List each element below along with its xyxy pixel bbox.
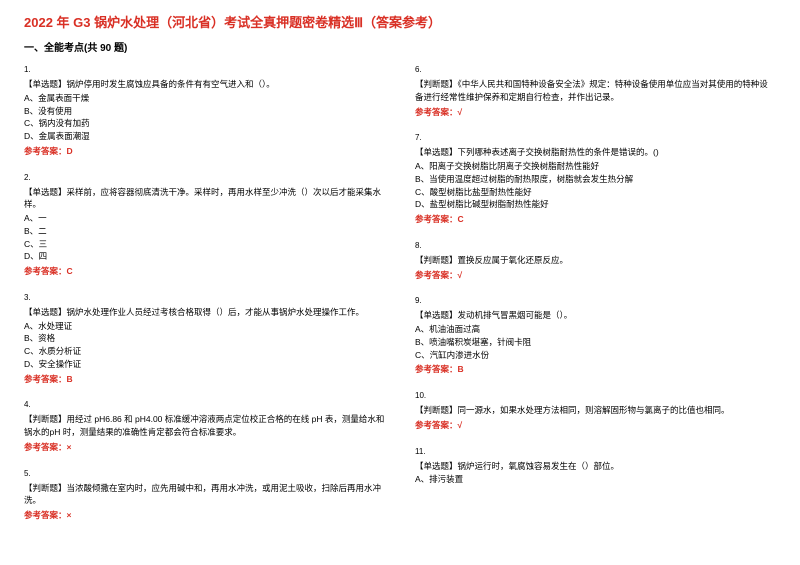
answer-label: 参考答案：B (415, 363, 776, 376)
question: 9. 【单选题】发动机排气冒黑烟可能是（）。A、机油油面过高B、喷油嘴积炭堪塞，针… (415, 295, 776, 376)
question-option: A、水处理证 (24, 320, 385, 333)
question: 3. 【单选题】锅炉水处理作业人员经过考核合格取得（）后，才能从事锅炉水处理操作工… (24, 292, 385, 386)
question-option: A、机油油面过高 (415, 323, 776, 336)
question: 5. 【判断题】当浓酸倾撒在室内时，应先用碱中和，再用水冲洗，或用泥土吸收，扫除后… (24, 468, 385, 522)
question-number: 4. (24, 399, 385, 411)
question-number: 8. (415, 240, 776, 252)
question-text: 【判断题】用经过 pH6.86 和 pH4.00 标准缓冲溶液两点定位校正合格的… (24, 413, 385, 439)
question-text: 【单选题】锅炉水处理作业人员经过考核合格取得（）后，才能从事锅炉水处理操作工作。 (24, 306, 385, 319)
answer-label: 参考答案：√ (415, 269, 776, 282)
question-option: C、三 (24, 238, 385, 251)
left-column: 1. 【单选题】锅炉停用时发生腐蚀应具备的条件有有空气进入和（）。A、金属表面干燥… (24, 64, 385, 536)
question: 2. 【单选题】采样前，应将容器彻底清洗干净。采样时，再用水样至少冲洗（）次以后才… (24, 172, 385, 278)
question-text: 【单选题】发动机排气冒黑烟可能是（）。 (415, 309, 776, 322)
question: 6. 【判断题】《中华人民共和国特种设备安全法》规定：特种设备使用单位应当对其使用… (415, 64, 776, 118)
question-text: 【判断题】当浓酸倾撒在室内时，应先用碱中和，再用水冲洗，或用泥土吸收，扫除后再用… (24, 482, 385, 508)
answer-label: 参考答案：B (24, 373, 385, 386)
answer-label: 参考答案：C (415, 213, 776, 226)
question-option: C、锅内没有加药 (24, 117, 385, 130)
right-column: 6. 【判断题】《中华人民共和国特种设备安全法》规定：特种设备使用单位应当对其使用… (415, 64, 776, 536)
question-option: C、酸型树脂比盐型耐热性能好 (415, 186, 776, 199)
answer-label: 参考答案：√ (415, 106, 776, 119)
question-option: C、水质分析证 (24, 345, 385, 358)
answer-label: 参考答案：× (24, 509, 385, 522)
question-text: 【判断题】《中华人民共和国特种设备安全法》规定：特种设备使用单位应当对其使用的特… (415, 78, 776, 104)
question: 4. 【判断题】用经过 pH6.86 和 pH4.00 标准缓冲溶液两点定位校正合… (24, 399, 385, 453)
question-option: A、金属表面干燥 (24, 92, 385, 105)
question-number: 6. (415, 64, 776, 76)
question-option: D、四 (24, 250, 385, 263)
question-text: 【单选题】锅炉运行时，氧腐蚀容易发生在（）部位。 (415, 460, 776, 473)
question-option: B、没有使用 (24, 105, 385, 118)
question: 1. 【单选题】锅炉停用时发生腐蚀应具备的条件有有空气进入和（）。A、金属表面干燥… (24, 64, 385, 158)
question-number: 1. (24, 64, 385, 76)
question-number: 11. (415, 446, 776, 458)
answer-label: 参考答案：D (24, 145, 385, 158)
question: 7. 【单选题】下列哪种表述离子交换树脂耐热性的条件是错误的。()A、阳离子交换树… (415, 132, 776, 226)
question-text: 【单选题】采样前，应将容器彻底清洗干净。采样时，再用水样至少冲洗（）次以后才能采… (24, 186, 385, 212)
question-text: 【判断题】置换反应属于氧化还原反应。 (415, 254, 776, 267)
question-number: 7. (415, 132, 776, 144)
question-option: B、资格 (24, 332, 385, 345)
question: 10. 【判断题】同一源水，如果水处理方法相同，则溶解固形物与氯离子的比值也相同。… (415, 390, 776, 432)
question-text: 【单选题】下列哪种表述离子交换树脂耐热性的条件是错误的。() (415, 146, 776, 159)
question-option: A、阳离子交换树脂比阴离子交换树脂耐热性能好 (415, 160, 776, 173)
question-number: 5. (24, 468, 385, 480)
question-number: 9. (415, 295, 776, 307)
question-option: D、盐型树脂比碱型树脂耐热性能好 (415, 198, 776, 211)
question-number: 2. (24, 172, 385, 184)
question-text: 【判断题】同一源水，如果水处理方法相同，则溶解固形物与氯离子的比值也相同。 (415, 404, 776, 417)
question: 8. 【判断题】置换反应属于氧化还原反应。参考答案：√ (415, 240, 776, 282)
question-option: B、喷油嘴积炭堪塞，针阀卡阻 (415, 336, 776, 349)
page-title: 2022 年 G3 锅炉水处理（河北省）考试全真押题密卷精选Ⅲ（答案参考） (24, 12, 776, 31)
question-option: D、金属表面潮湿 (24, 130, 385, 143)
answer-label: 参考答案：√ (415, 419, 776, 432)
answer-label: 参考答案：× (24, 441, 385, 454)
question: 11. 【单选题】锅炉运行时，氧腐蚀容易发生在（）部位。A、排污装置 (415, 446, 776, 487)
section-header: 一、全能考点(共 90 题) (24, 39, 776, 54)
question-number: 3. (24, 292, 385, 304)
question-option: D、安全操作证 (24, 358, 385, 371)
question-option: A、排污装置 (415, 473, 776, 486)
answer-label: 参考答案：C (24, 265, 385, 278)
question-text: 【单选题】锅炉停用时发生腐蚀应具备的条件有有空气进入和（）。 (24, 78, 385, 91)
question-option: B、二 (24, 225, 385, 238)
question-number: 10. (415, 390, 776, 402)
question-option: C、汽缸内渗进水份 (415, 349, 776, 362)
question-option: A、一 (24, 212, 385, 225)
question-option: B、当使用温度超过树脂的耐热限度，树脂就会发生热分解 (415, 173, 776, 186)
